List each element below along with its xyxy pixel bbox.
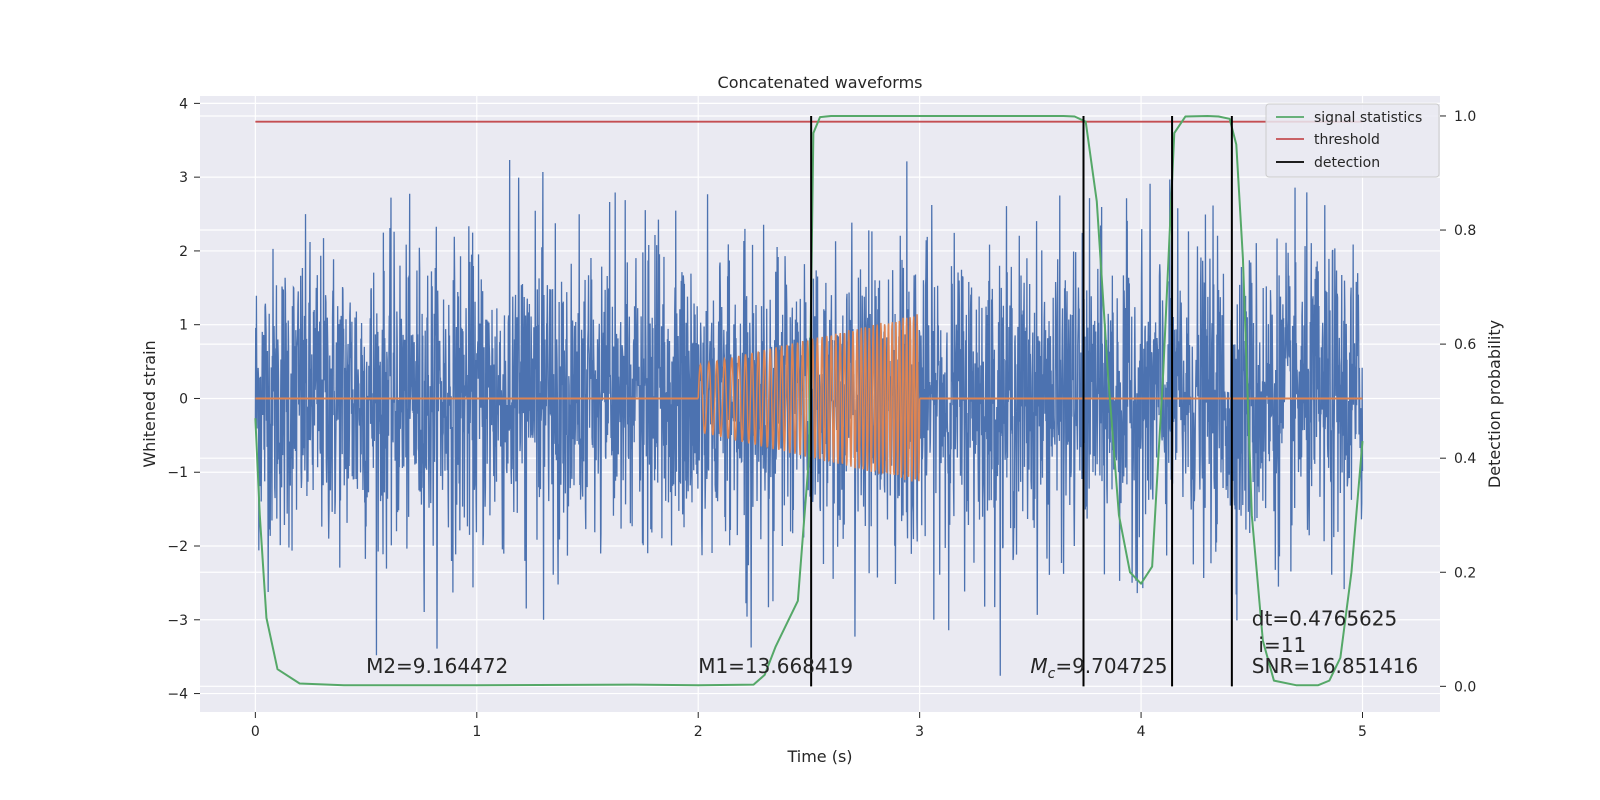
annotations: M2=9.164472 M1=13.668419 Mc=9.704725 dt=… [366,607,1418,682]
annotation-mc-value: =9.704725 [1055,654,1167,678]
annotation-m2: M2=9.164472 [366,654,508,678]
annotation-mc-subscript: c [1048,666,1056,682]
legend-label-detection: detection [1314,155,1380,171]
annotation-index: i=11 [1258,633,1306,657]
y2-tick-label: 0.4 [1454,451,1476,467]
legend-box [1265,103,1440,178]
x-tick-label: 2 [694,724,703,740]
y2-axis-title: Detection probability [1485,320,1504,488]
x-tick-label: 5 [1358,724,1367,740]
y-tick-label: −3 [167,613,188,629]
y2-tick-label: 0.2 [1454,565,1476,581]
x-tick-label: 4 [1137,724,1146,740]
y2-tick-label: 0.8 [1454,223,1476,239]
y-tick-label: 3 [179,170,188,186]
annotation-m1: M1=13.668419 [698,654,853,678]
y-axis-title: Whitened strain [140,340,159,467]
annotation-dt: dt=0.4765625 [1252,607,1397,631]
legend-label-threshold: threshold [1314,132,1380,148]
annotation-snr: SNR=16.851416 [1252,654,1418,678]
legend-label-signal-statistics: signal statistics [1314,110,1422,126]
x-tick-label: 1 [472,724,481,740]
annotation-mc: Mc=9.704725 [1030,654,1167,682]
signal-statistics-line [254,114,1364,687]
y-tick-label: −1 [167,465,188,481]
chart-title: Concatenated waveforms [718,73,923,92]
y2-tick-label: 1.0 [1454,109,1476,125]
tick-marks: 0 1 2 3 4 5 −4 −3 −2 −1 0 1 2 3 4 0.0 0.2 0.4 0.6 0.8 1.0 [167,96,1476,740]
data-layer [254,114,1364,687]
y2-tick-label: 0.0 [1454,679,1476,695]
y-tick-label: −4 [167,687,188,703]
y-tick-label: −2 [167,539,188,555]
y-tick-label: 1 [179,318,188,334]
y2-tick-label: 0.6 [1454,337,1476,353]
y-tick-label: 4 [179,96,188,112]
y-tick-label: 0 [179,391,188,407]
annotation-mc-symbol: M [1030,654,1047,678]
x-tick-label: 0 [251,724,260,740]
x-tick-label: 3 [915,724,924,740]
legend: signal statistics threshold detection [1265,103,1440,178]
y-tick-label: 2 [179,244,188,260]
x-axis-title: Time (s) [786,747,852,766]
